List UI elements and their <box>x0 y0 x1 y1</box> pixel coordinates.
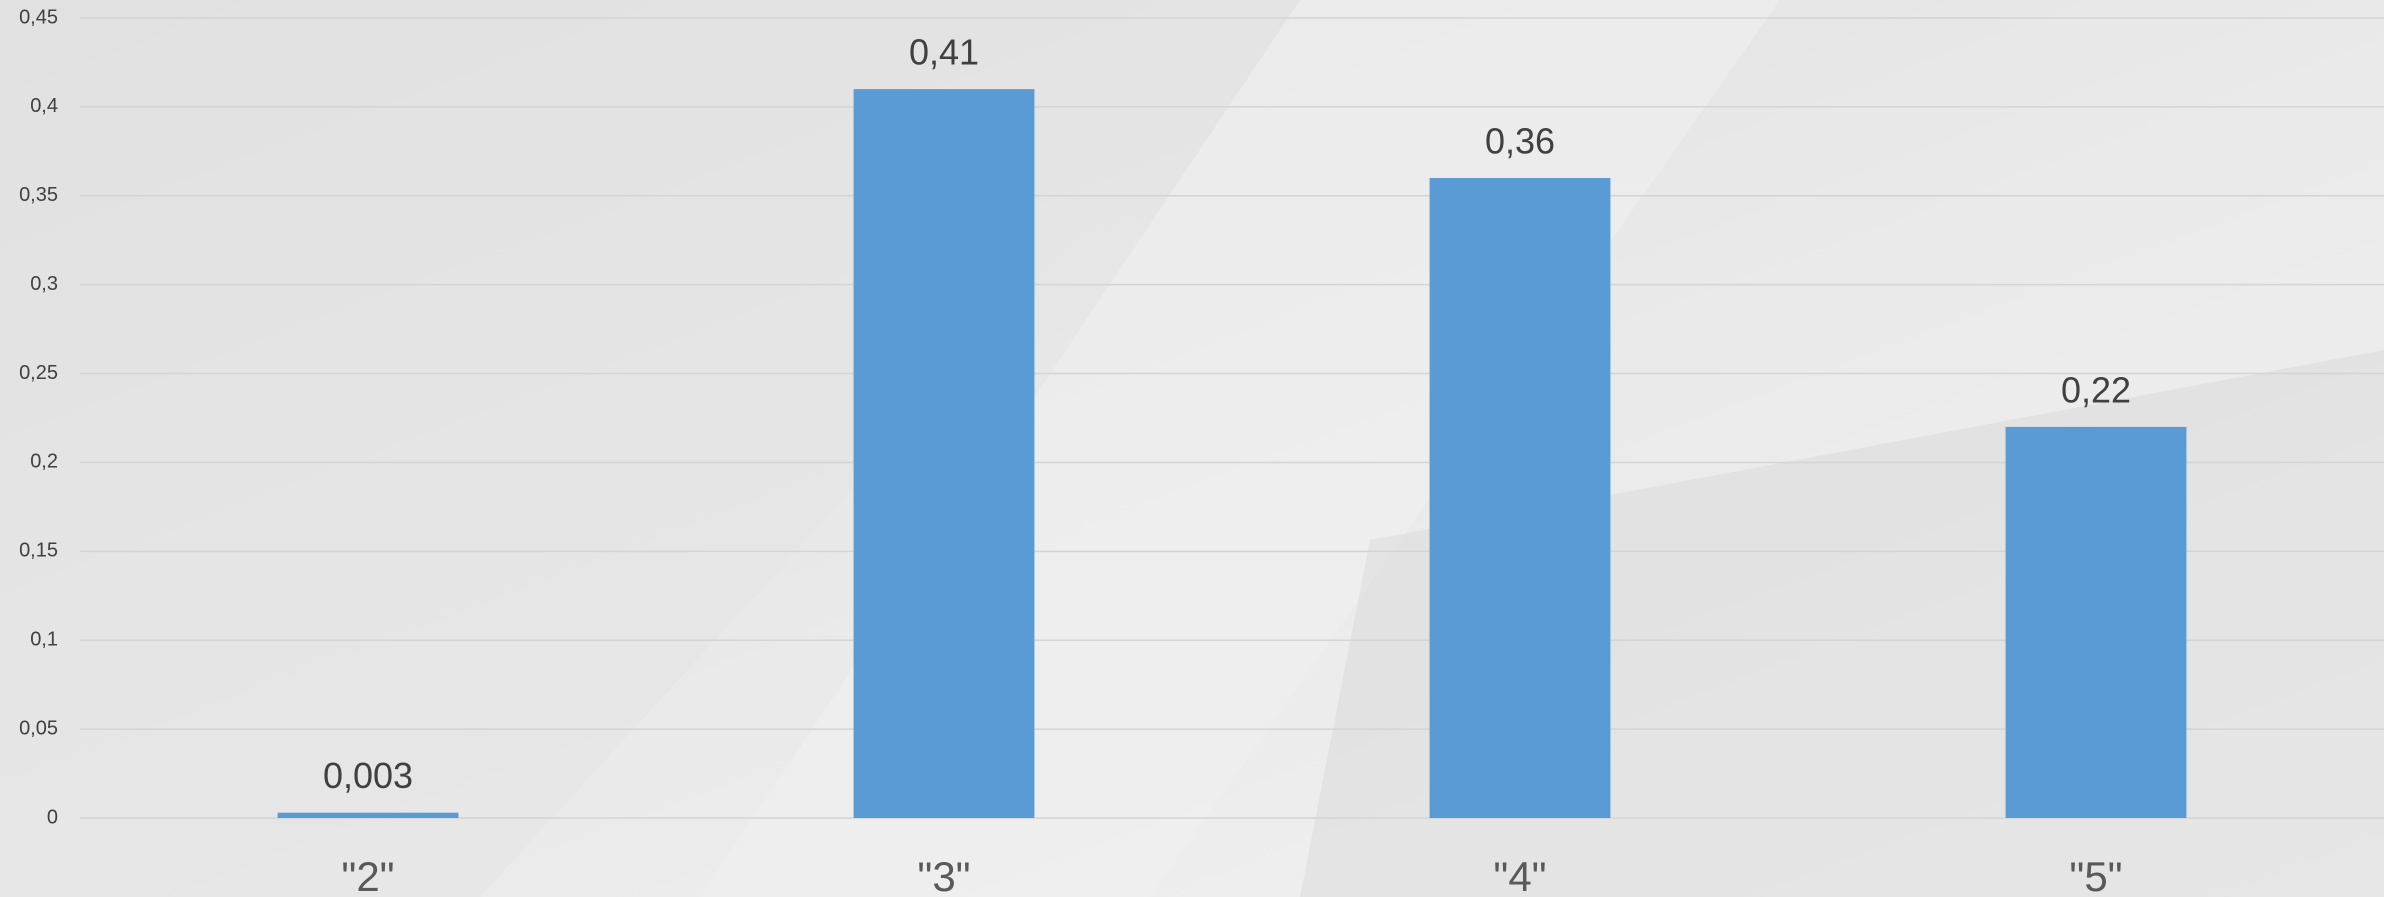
x-tick-label: "4" <box>1493 853 1546 897</box>
y-tick-label: 0,2 <box>30 451 58 473</box>
bar <box>853 89 1035 819</box>
value-label: 0,22 <box>2061 369 2131 410</box>
y-tick-label: 0 <box>47 806 58 828</box>
x-tick-label: "5" <box>2069 853 2122 897</box>
y-tick-label: 0,3 <box>30 273 58 295</box>
y-tick-label: 0,35 <box>19 184 58 206</box>
y-tick-label: 0,4 <box>30 95 58 117</box>
y-tick-label: 0,05 <box>19 717 58 739</box>
value-label: 0,36 <box>1485 121 1555 162</box>
y-tick-label: 0,1 <box>30 629 58 651</box>
value-label: 0,41 <box>909 32 979 73</box>
bar <box>2005 426 2187 818</box>
y-tick-label: 0,25 <box>19 362 58 384</box>
bar <box>277 812 459 818</box>
value-label: 0,003 <box>323 755 413 796</box>
x-tick-label: "3" <box>917 853 970 897</box>
y-tick-label: 0,45 <box>19 6 58 28</box>
bar <box>1429 178 1611 818</box>
y-tick-label: 0,15 <box>19 540 58 562</box>
x-tick-label: "2" <box>341 853 394 897</box>
